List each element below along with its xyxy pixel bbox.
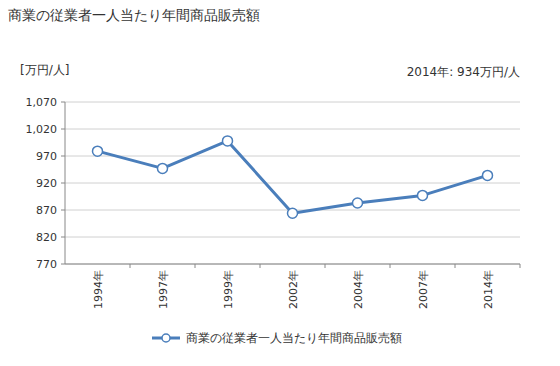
x-tick-label: 1999年: [222, 270, 235, 309]
x-tick: [390, 264, 391, 268]
y-tick-label: 770: [36, 258, 57, 271]
y-tick: [61, 156, 65, 157]
y-tick: [61, 210, 65, 211]
grid-line: [65, 237, 520, 238]
y-tick: [61, 129, 65, 130]
annotation: 2014年: 934万円/人: [407, 65, 520, 79]
y-axis-label: [万円/人]: [20, 63, 69, 77]
y-tick-label: 970: [36, 150, 57, 163]
y-tick-label: 1,020: [26, 123, 58, 136]
point-marker: [483, 170, 493, 180]
x-tick: [195, 264, 196, 268]
chart-svg: 商業の従業者一人当たり年間商品販売額 [万円/人] 2014年: 934万円/人 77…: [0, 0, 560, 366]
x-axis: [65, 264, 520, 265]
x-tick-label: 1994年: [92, 270, 105, 309]
point-marker: [418, 190, 428, 200]
grid-line: [65, 183, 520, 184]
grid-line: [65, 129, 520, 130]
point-marker: [288, 208, 298, 218]
y-axis: [65, 102, 66, 264]
point-marker: [353, 198, 363, 208]
legend-label: 商業の従業者一人当たり年間商品販売額: [186, 331, 402, 345]
title: 商業の従業者一人当たり年間商品販売額: [8, 7, 260, 23]
plot-area: [93, 136, 493, 218]
x-tick-label: 2002年: [287, 270, 300, 309]
x-tick-label: 1997年: [157, 270, 170, 309]
point-marker: [93, 146, 103, 156]
x-tick: [130, 264, 131, 268]
y-tick: [61, 102, 65, 103]
y-tick-label: 870: [36, 204, 57, 217]
x-tick: [260, 264, 261, 268]
x-tick: [325, 264, 326, 268]
x-tick-label: 2014年: [482, 270, 495, 309]
y-tick-label: 820: [36, 231, 57, 244]
x-tick-label: 2004年: [352, 270, 365, 309]
legend-marker: [162, 334, 170, 342]
y-tick-label: 920: [36, 177, 57, 190]
x-tick: [455, 264, 456, 268]
grid-line: [65, 102, 520, 103]
y-tick: [61, 264, 65, 265]
y-tick-label: 1,070: [26, 96, 58, 109]
y-tick: [61, 237, 65, 238]
chart-container: 商業の従業者一人当たり年間商品販売額 [万円/人] 2014年: 934万円/人 77…: [0, 0, 560, 366]
y-tick: [61, 183, 65, 184]
x-tick: [520, 264, 521, 268]
grid-line: [65, 156, 520, 157]
x-tick-label: 2007年: [417, 270, 430, 309]
series-line: [98, 141, 488, 213]
point-marker: [223, 136, 233, 146]
point-marker: [158, 163, 168, 173]
grid-line: [65, 264, 520, 265]
